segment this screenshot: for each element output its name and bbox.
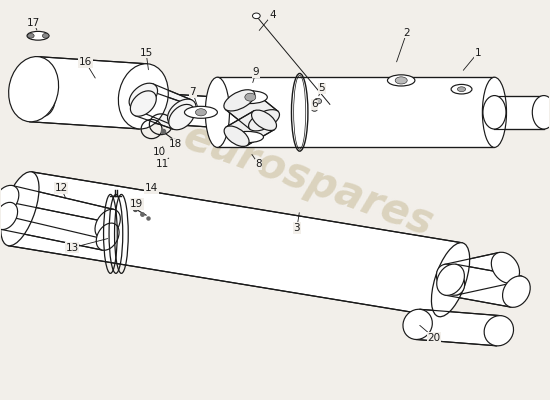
Text: 9: 9 [252, 68, 259, 78]
Ellipse shape [168, 99, 196, 126]
Ellipse shape [0, 202, 18, 230]
Polygon shape [226, 91, 278, 129]
Text: 11: 11 [156, 159, 169, 169]
Text: 17: 17 [27, 18, 40, 28]
Ellipse shape [482, 77, 507, 147]
Polygon shape [1, 202, 113, 250]
Polygon shape [8, 172, 462, 317]
Ellipse shape [532, 96, 550, 129]
Text: 2: 2 [403, 28, 410, 38]
Ellipse shape [0, 185, 19, 215]
Ellipse shape [458, 87, 466, 92]
Polygon shape [217, 77, 494, 147]
Text: 3: 3 [294, 223, 300, 233]
Ellipse shape [224, 90, 255, 111]
Ellipse shape [34, 86, 55, 116]
Text: 18: 18 [168, 139, 182, 149]
Ellipse shape [251, 110, 277, 130]
Polygon shape [444, 252, 512, 295]
Ellipse shape [42, 33, 49, 38]
Text: 1: 1 [475, 48, 481, 58]
Ellipse shape [314, 98, 322, 104]
Text: 5: 5 [318, 83, 325, 93]
Polygon shape [446, 264, 522, 307]
Text: 19: 19 [130, 199, 144, 209]
Ellipse shape [387, 75, 415, 86]
Ellipse shape [431, 243, 470, 317]
Ellipse shape [483, 96, 506, 129]
Text: 8: 8 [255, 159, 262, 169]
Ellipse shape [395, 77, 407, 84]
Ellipse shape [224, 126, 249, 146]
Ellipse shape [195, 109, 206, 116]
Ellipse shape [9, 56, 59, 122]
Polygon shape [494, 96, 544, 129]
Ellipse shape [118, 64, 168, 129]
Text: 20: 20 [427, 332, 441, 342]
Polygon shape [30, 57, 147, 129]
Polygon shape [43, 86, 219, 127]
Ellipse shape [245, 93, 256, 101]
Text: 16: 16 [79, 58, 92, 68]
Ellipse shape [130, 91, 156, 116]
Text: 15: 15 [140, 48, 153, 58]
Text: eurospares: eurospares [177, 115, 439, 245]
Ellipse shape [249, 110, 279, 131]
Ellipse shape [252, 13, 260, 19]
Ellipse shape [184, 106, 217, 118]
Text: a passion for porsche 1965: a passion for porsche 1965 [213, 217, 359, 278]
Text: 14: 14 [145, 183, 158, 193]
Text: 12: 12 [54, 183, 68, 193]
Ellipse shape [403, 309, 432, 340]
Ellipse shape [205, 77, 229, 147]
Polygon shape [134, 84, 191, 125]
Ellipse shape [503, 276, 530, 307]
Text: 7: 7 [189, 87, 196, 97]
Ellipse shape [169, 104, 195, 130]
Ellipse shape [232, 132, 263, 143]
Ellipse shape [129, 83, 157, 110]
Ellipse shape [437, 264, 464, 295]
Text: 4: 4 [269, 10, 276, 20]
Ellipse shape [311, 107, 317, 111]
Ellipse shape [451, 84, 472, 94]
Ellipse shape [207, 97, 228, 128]
Text: 13: 13 [65, 243, 79, 253]
Text: 6: 6 [311, 99, 318, 109]
Ellipse shape [437, 264, 465, 295]
Polygon shape [135, 91, 190, 129]
Ellipse shape [1, 172, 39, 246]
Ellipse shape [484, 316, 514, 346]
Ellipse shape [27, 31, 49, 40]
Text: 10: 10 [153, 147, 166, 157]
Polygon shape [415, 309, 501, 346]
Ellipse shape [96, 223, 119, 250]
Ellipse shape [28, 33, 34, 38]
Polygon shape [0, 186, 114, 238]
Ellipse shape [491, 252, 520, 283]
Ellipse shape [233, 91, 267, 104]
Ellipse shape [95, 209, 120, 238]
Polygon shape [226, 111, 274, 146]
